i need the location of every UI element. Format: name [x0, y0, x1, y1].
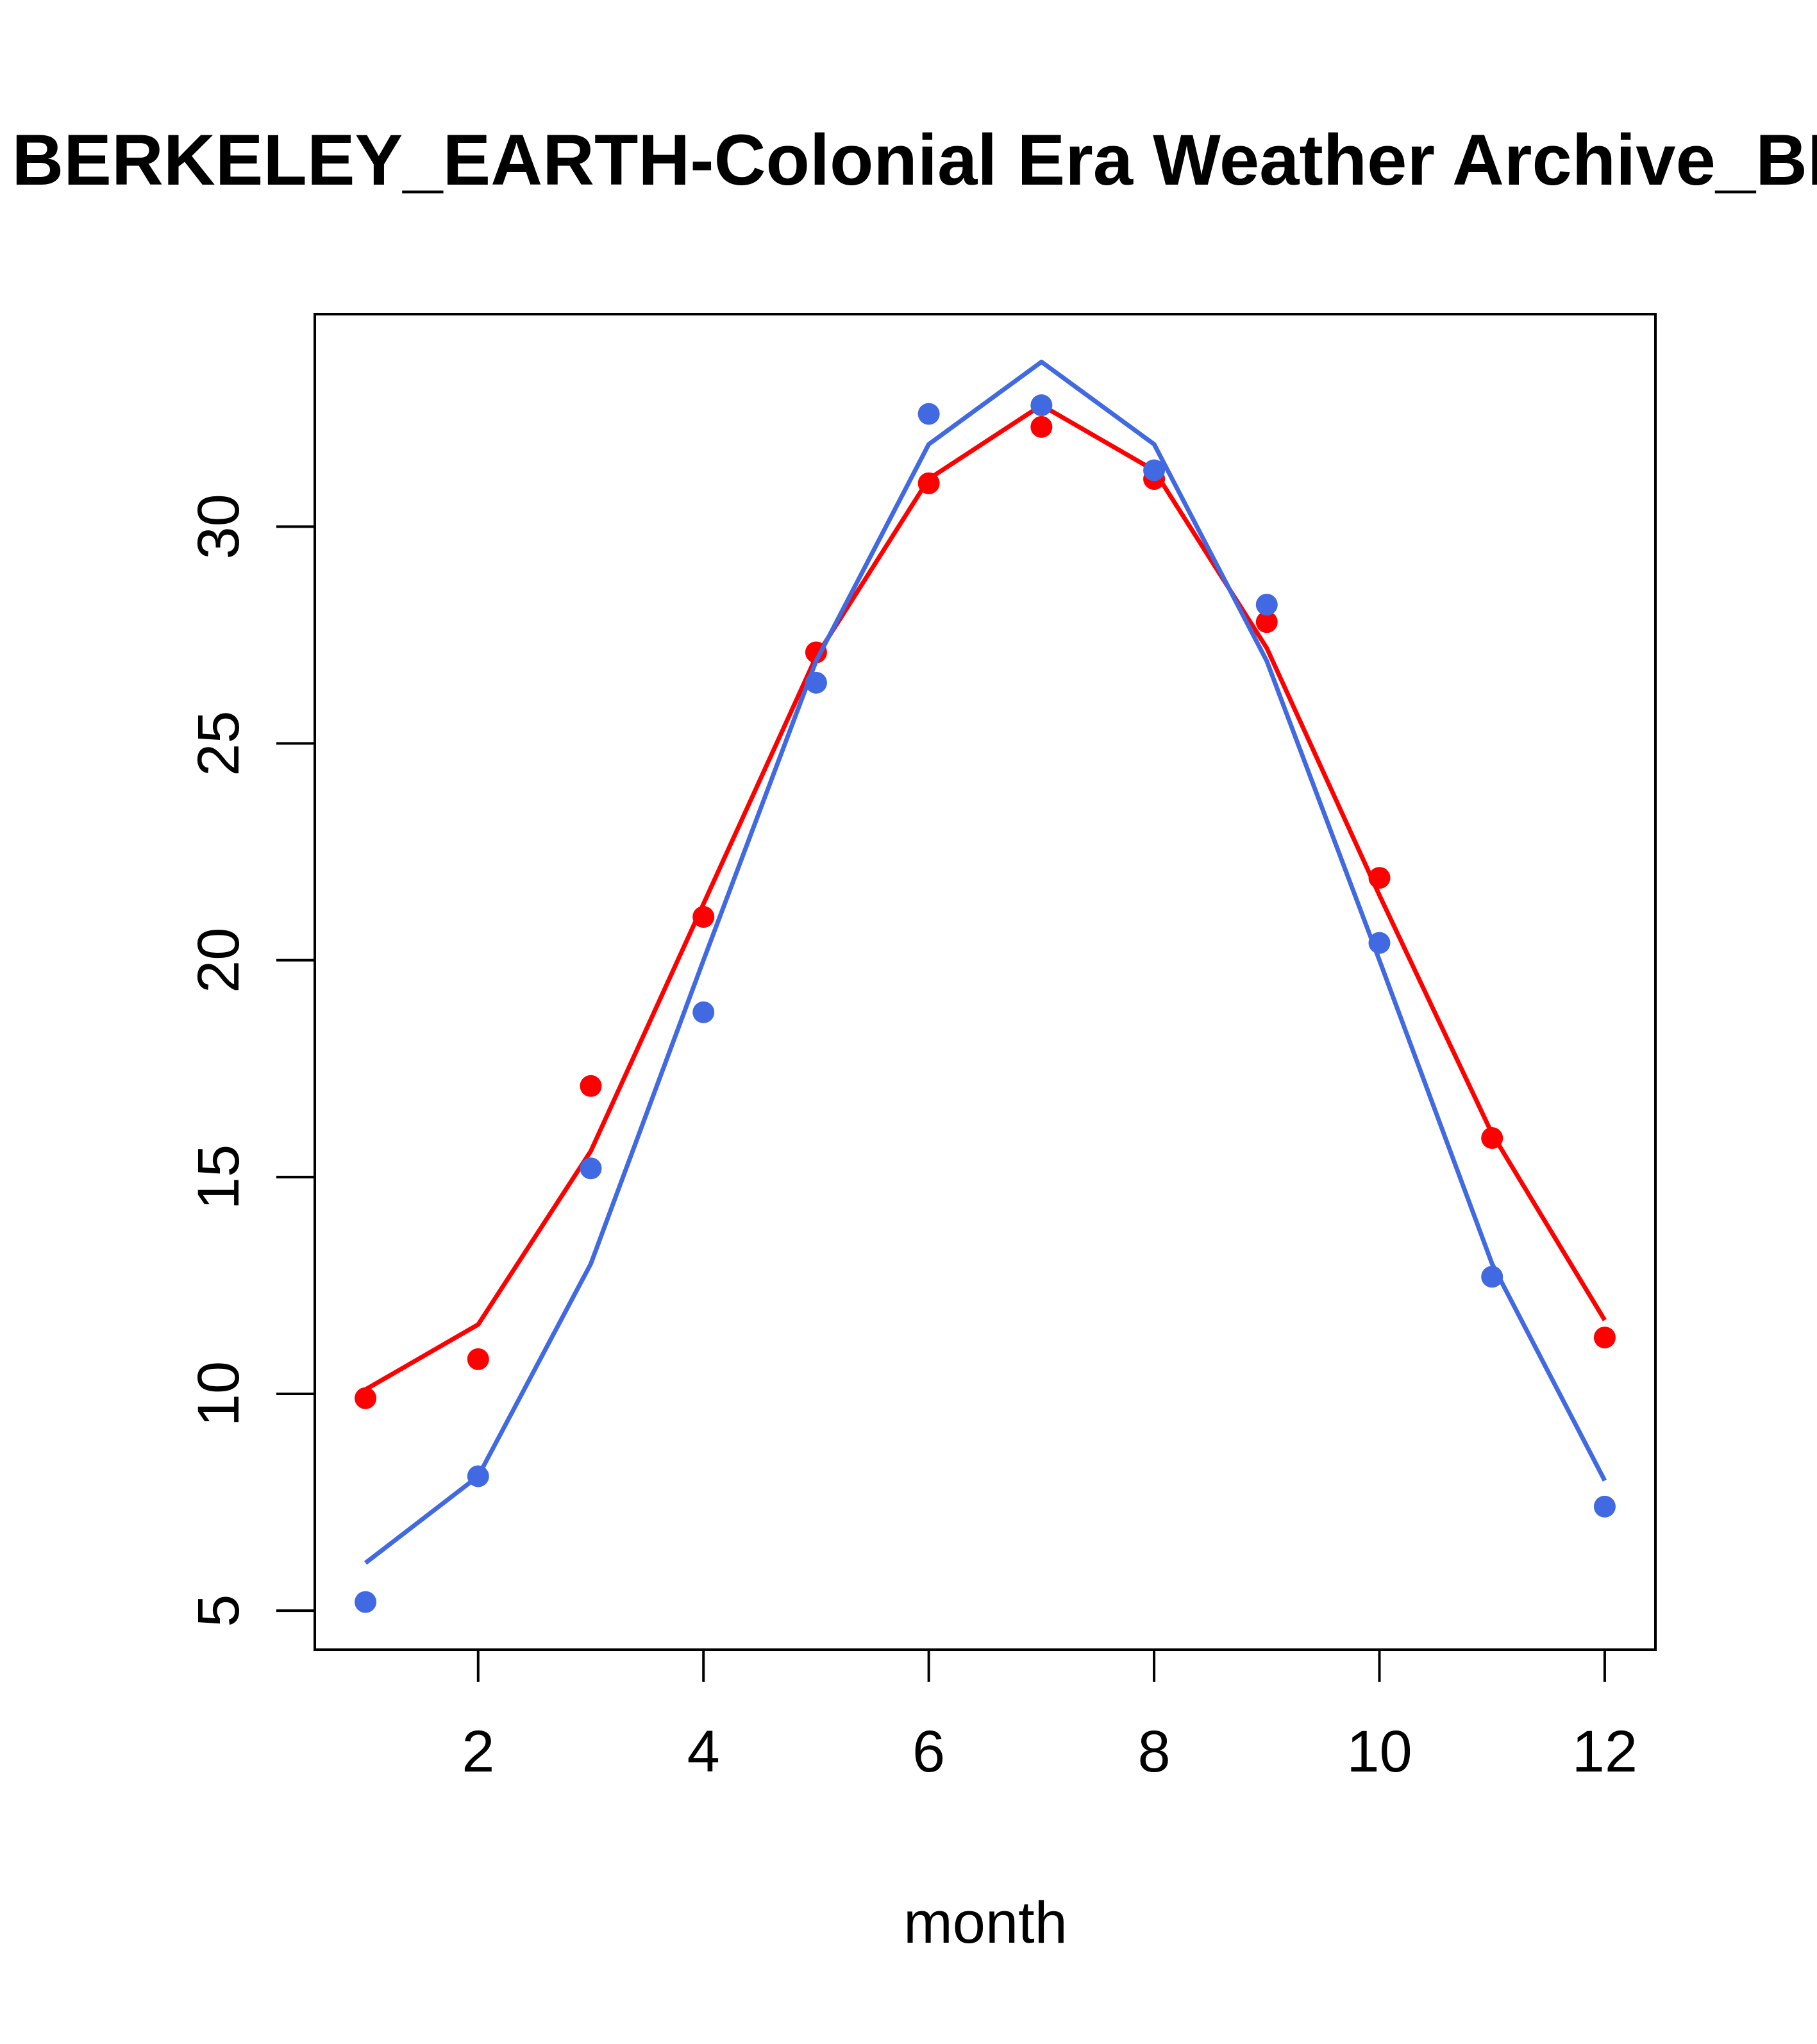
- data-point: [805, 671, 827, 694]
- x-tick-label: 2: [462, 1719, 494, 1784]
- data-point: [355, 1387, 377, 1409]
- x-axis-title: month: [903, 1890, 1068, 1956]
- y-tick-label: 5: [186, 1595, 251, 1627]
- y-tick-label: 25: [186, 710, 251, 776]
- data-point: [1255, 611, 1278, 633]
- x-tick-label: 10: [1346, 1719, 1412, 1784]
- y-tick-label: 20: [186, 928, 251, 993]
- x-axis: 2 4 6 8 10 12: [462, 1650, 1637, 1784]
- y-tick-label: 10: [186, 1361, 251, 1427]
- data-point: [1481, 1266, 1503, 1288]
- data-point: [917, 472, 940, 494]
- series-line: [364, 403, 1607, 1392]
- series-line: [364, 359, 1607, 1565]
- data-point: [580, 1157, 602, 1180]
- data-point: [1255, 594, 1278, 616]
- series-2: [355, 359, 1616, 1613]
- x-tick-label: 12: [1572, 1719, 1637, 1784]
- x-tick-label: 6: [912, 1719, 945, 1784]
- data-point: [1030, 394, 1053, 417]
- data-point: [467, 1348, 489, 1370]
- data-point: [1593, 1495, 1616, 1518]
- data-point: [1593, 1327, 1616, 1349]
- x-tick-label: 8: [1137, 1719, 1170, 1784]
- data-point: [692, 1001, 715, 1023]
- data-point: [1368, 867, 1391, 889]
- data-point: [917, 403, 940, 425]
- data-point: [355, 1591, 377, 1613]
- data-point: [580, 1075, 602, 1097]
- x-tick-label: 4: [687, 1719, 720, 1784]
- data-point: [1368, 932, 1391, 954]
- series-layer: [355, 359, 1616, 1613]
- data-point: [1481, 1127, 1503, 1149]
- data-point: [1030, 415, 1053, 438]
- data-point: [467, 1465, 489, 1487]
- plot-frame: [314, 313, 1657, 1651]
- data-point: [692, 906, 715, 928]
- series-1: [355, 403, 1616, 1409]
- y-axis: 5 10 15 20 25 30: [186, 494, 315, 1627]
- y-tick-label: 15: [186, 1144, 251, 1210]
- y-tick-label: 30: [186, 494, 251, 559]
- chart-title: BERKELEY_EARTH-Colonial Era Weather Arch…: [12, 120, 1817, 200]
- data-point: [1143, 459, 1166, 482]
